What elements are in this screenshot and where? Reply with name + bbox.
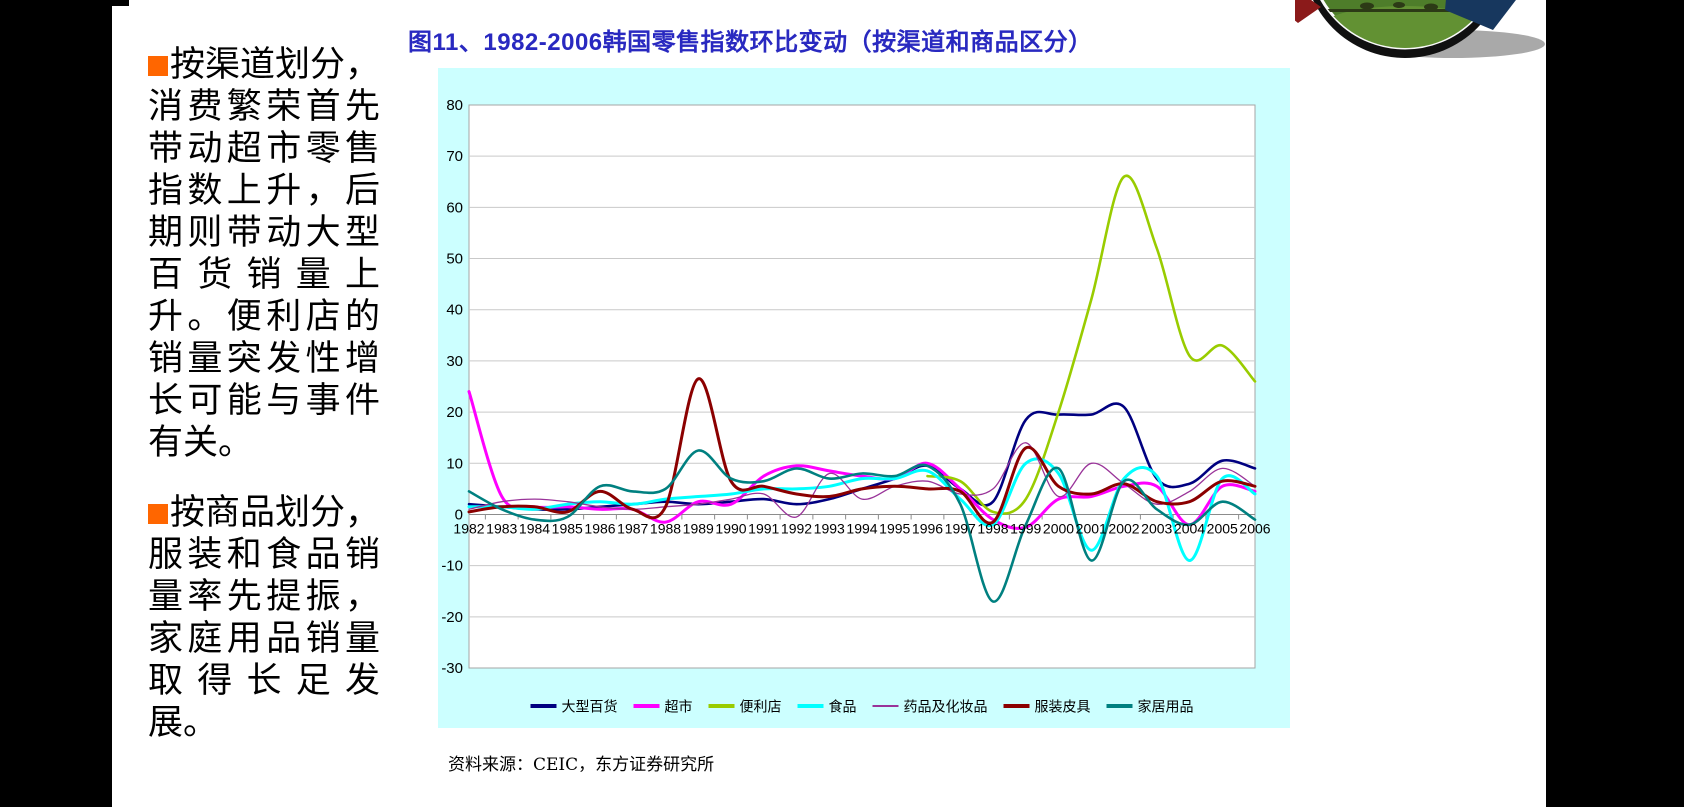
y-tick-label: -10 [441,558,463,575]
y-tick-label: 0 [455,506,463,523]
commentary-paragraph: 按商品划分，服装和食品销量率先提振，家庭用品销量取得长足发展。 [148,492,380,744]
logo-cow [1360,2,1374,10]
legend-item: 药品及化妆品 [872,699,988,715]
legend-item: 超市 [633,699,693,715]
x-tick-label: 1995 [879,520,910,536]
commentary-text: 按商品划分，服装和食品销量率先提振，家庭用品销量取得长足发展。 [148,493,381,743]
bullet-square-icon [148,56,168,76]
legend-label: 食品 [829,699,857,715]
x-tick-label: 1998 [977,520,1008,536]
legend-item: 服装皮具 [1003,699,1091,715]
y-tick-label: -20 [441,609,463,626]
broker-logo [1295,0,1545,60]
x-tick-label: 1997 [945,520,976,536]
slide: 按渠道划分，消费繁荣首先带动超市零售指数上升，后期则带动大型百货销量上升。便利店… [112,0,1546,807]
broker-logo-graphic [1295,0,1545,58]
x-tick-label: 2002 [1108,520,1139,536]
x-tick-label: 2001 [1076,520,1107,536]
y-tick-label: 10 [446,455,463,472]
y-tick-label: 80 [446,97,463,114]
legend-label: 便利店 [740,699,782,715]
x-tick-label: 1982 [453,520,484,536]
x-tick-label: 1987 [617,520,648,536]
commentary-panel: 按渠道划分，消费繁荣首先带动超市零售指数上升，后期则带动大型百货销量上升。便利店… [148,44,380,772]
x-tick-label: 2000 [1043,520,1074,536]
commentary-paragraph: 按渠道划分，消费繁荣首先带动超市零售指数上升，后期则带动大型百货销量上升。便利店… [148,44,380,464]
y-tick-label: 30 [446,353,463,370]
x-tick-label: 1990 [715,520,746,536]
x-tick-label: 2004 [1174,520,1205,536]
logo-cow [1424,3,1438,11]
figure-title: 图11、1982-2006韩国零售指数环比变动（按渠道和商品区分） [408,29,1093,56]
bullet-square-icon [148,504,168,524]
x-tick-label: 1988 [650,520,681,536]
x-tick-label: 1985 [552,520,583,536]
legend-label: 服装皮具 [1035,699,1091,715]
x-tick-label: 1996 [912,520,943,536]
legend-label: 家居用品 [1138,699,1194,715]
x-tick-label: 1986 [584,520,615,536]
x-tick-label: 1993 [814,520,845,536]
legend-label: 药品及化妆品 [904,699,988,715]
corner-mark [112,0,129,6]
legend-item: 便利店 [708,699,782,715]
x-tick-label: 1992 [781,520,812,536]
legend-label: 大型百货 [562,699,618,715]
series-line [926,174,1257,515]
y-tick-label: 40 [446,302,463,319]
x-tick-label: 1983 [486,520,517,536]
y-tick-label: 20 [446,404,463,421]
logo-fence [1319,9,1491,12]
series-line [467,449,1257,603]
x-tick-label: 1989 [683,520,714,536]
legend-item: 大型百货 [530,699,618,715]
chart-block: 80 70 60 50 40 30 20 10 0 -10 -20 -30 1982 1983 1984 19… [438,68,1290,728]
logo-red-diamond [1295,0,1321,23]
x-tick-label: 1991 [748,520,779,536]
y-tick-label: 60 [446,199,463,216]
x-tick-label: 2005 [1207,520,1238,536]
legend-item: 家居用品 [1106,699,1194,715]
source-note: 资料来源：CEIC，东方证券研究所 [448,755,715,775]
x-tick-label: 2003 [1141,520,1172,536]
plot-area [468,104,1256,669]
logo-blue-diamond [1445,0,1516,30]
commentary-text: 按渠道划分，消费繁荣首先带动超市零售指数上升，后期则带动大型百货销量上升。便利店… [148,45,381,463]
y-tick-label: 50 [446,251,463,268]
series-line [467,457,1257,563]
x-tick-label: 1999 [1010,520,1041,536]
x-tick-label: 1984 [519,520,550,536]
series-line [467,390,1257,530]
y-tick-label: -30 [441,660,463,677]
x-tick-label: 2006 [1239,520,1270,536]
x-tick-label: 1994 [846,520,877,536]
y-tick-label: 70 [446,148,463,165]
logo-cow [1393,2,1405,8]
legend-label: 超市 [665,699,693,715]
legend-item: 食品 [797,699,857,715]
